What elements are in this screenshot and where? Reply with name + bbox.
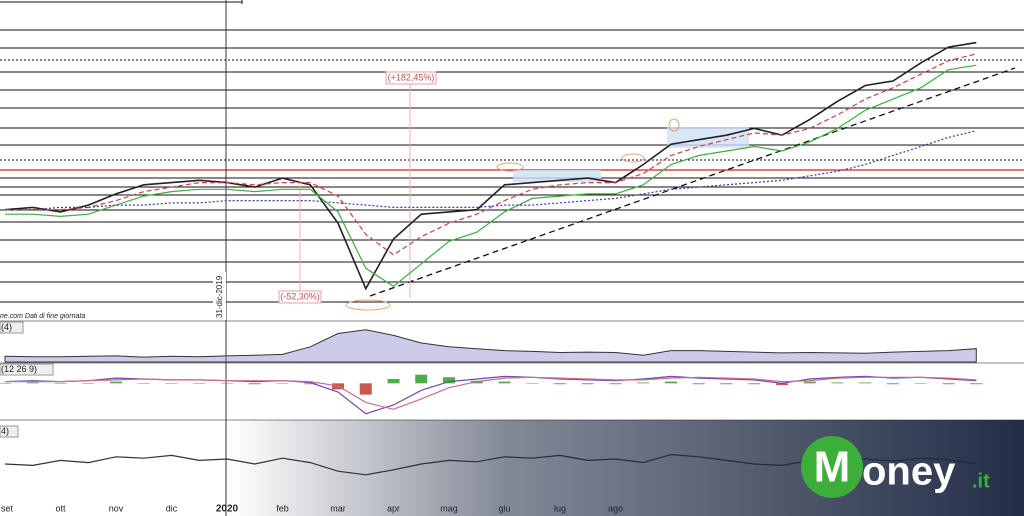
histogram-bar bbox=[526, 383, 539, 384]
histogram-bar bbox=[554, 383, 566, 385]
x-tick-label: set bbox=[1, 503, 14, 513]
histogram-bar bbox=[415, 374, 428, 384]
source: ne.com Dati di fine giornata bbox=[0, 313, 85, 320]
histogram-bar bbox=[859, 382, 872, 384]
histogram-bar bbox=[803, 381, 816, 384]
histogram-bar bbox=[609, 383, 622, 385]
panel-label-box bbox=[0, 363, 54, 376]
histogram-bar bbox=[720, 383, 733, 385]
histogram-bar bbox=[165, 383, 178, 384]
histogram-bar bbox=[942, 383, 955, 385]
loss-label: (-52,30%) bbox=[280, 291, 320, 301]
histogram-bar bbox=[193, 383, 206, 384]
histogram-bar bbox=[831, 382, 844, 384]
panel-label-box bbox=[0, 321, 24, 334]
histogram-bar bbox=[887, 383, 899, 385]
logo-overlay: M oney .it bbox=[230, 420, 1024, 516]
panel-label: (12 26 9) bbox=[1, 364, 37, 374]
histogram-bar bbox=[776, 383, 788, 386]
line bbox=[5, 53, 977, 256]
histogram-bar bbox=[637, 382, 650, 384]
histogram-bar bbox=[748, 383, 761, 385]
histogram-bar bbox=[387, 379, 400, 384]
panel-label-box bbox=[0, 425, 19, 438]
histogram-bar bbox=[304, 383, 317, 385]
histogram-bar bbox=[137, 383, 150, 384]
histogram-bar bbox=[498, 381, 511, 384]
histogram-bar bbox=[0, 383, 11, 384]
x-tick-label: 2020 bbox=[216, 504, 239, 515]
area bbox=[4, 329, 977, 363]
histogram-bar bbox=[970, 383, 983, 385]
histogram-bar bbox=[276, 383, 289, 384]
histogram-bar bbox=[914, 383, 927, 384]
date-label: 31-dic-2019 bbox=[215, 275, 224, 318]
panel-label: 4) bbox=[1, 426, 9, 436]
line bbox=[4, 41, 977, 291]
histogram-bar bbox=[221, 383, 233, 384]
histogram-bar bbox=[665, 381, 677, 384]
logo-suffix: .it bbox=[972, 470, 990, 492]
x-tick-label: ott bbox=[55, 503, 66, 513]
line bbox=[5, 64, 977, 288]
histogram-bar bbox=[359, 383, 372, 395]
line bbox=[5, 376, 977, 410]
x-tick-label: nov bbox=[109, 503, 124, 513]
x-tick-label: dic bbox=[166, 503, 178, 513]
histogram-bar bbox=[443, 377, 455, 384]
histogram-bar bbox=[692, 383, 705, 385]
panel-label: (4) bbox=[1, 322, 12, 332]
histogram-bar bbox=[110, 381, 122, 384]
histogram-bar bbox=[82, 383, 95, 384]
histogram-bar bbox=[581, 383, 594, 385]
histogram-bar bbox=[26, 382, 39, 384]
line bbox=[4, 375, 977, 415]
histogram-bar bbox=[248, 383, 261, 385]
histogram-bar bbox=[54, 383, 67, 384]
logo-name: oney bbox=[862, 450, 956, 494]
gain-label: (+182,45%) bbox=[388, 72, 435, 82]
logo-initial: M bbox=[814, 443, 851, 492]
